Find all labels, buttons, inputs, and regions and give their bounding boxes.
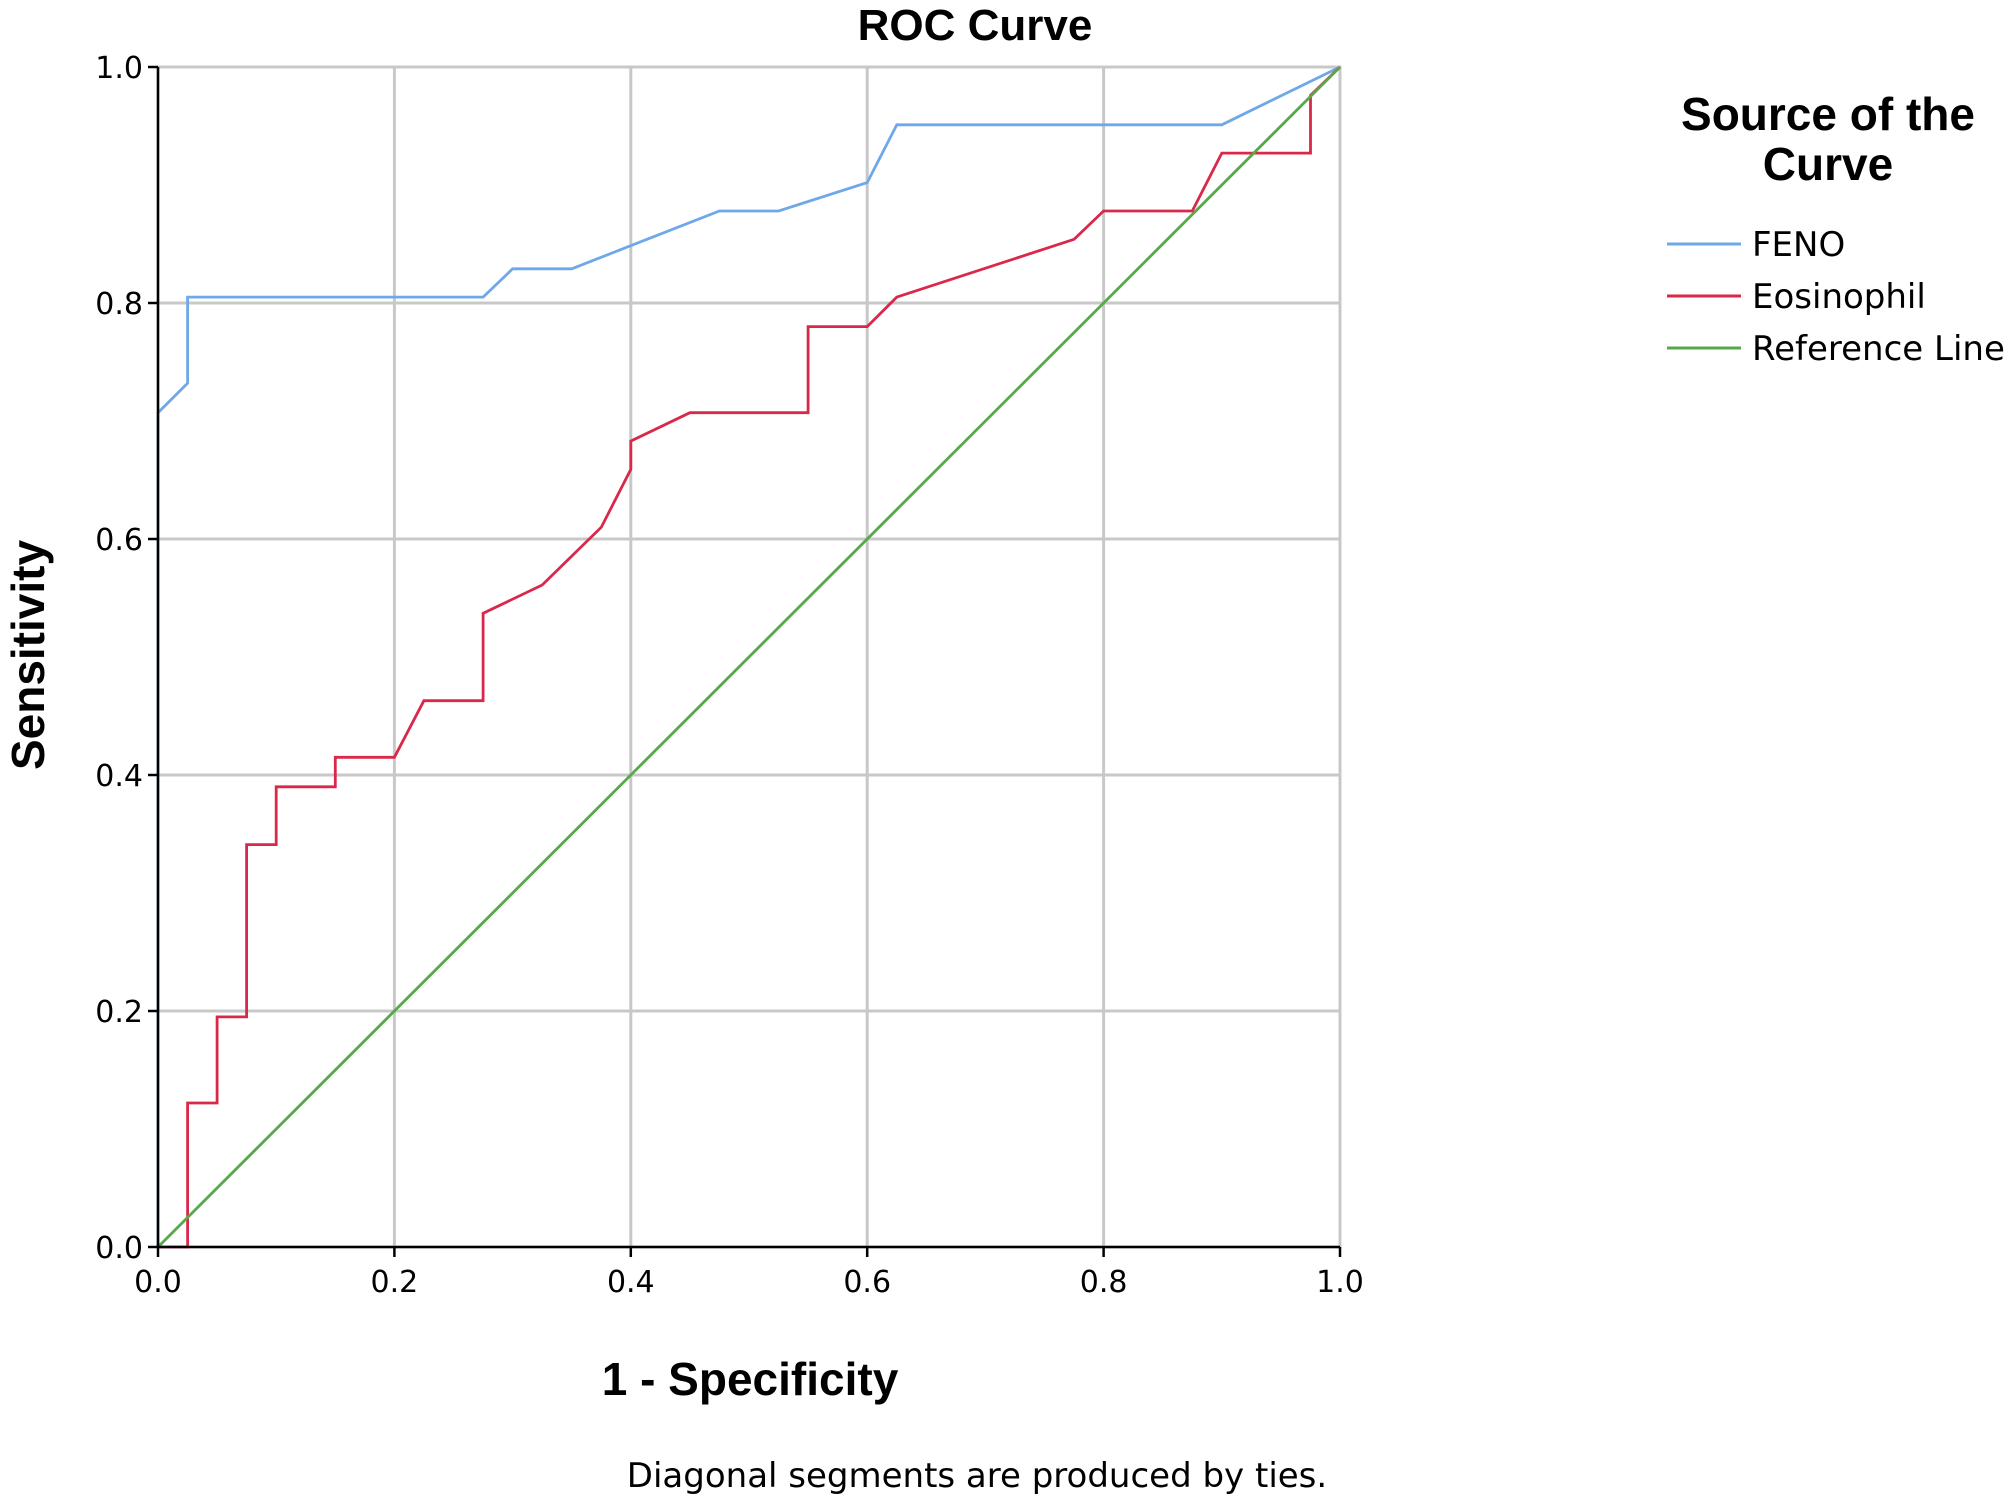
series-line-feno xyxy=(156,65,1341,1247)
x-tick-label-3: 0.6 xyxy=(843,1265,891,1300)
legend: Source of the Curve FENO Eosinophil Refere… xyxy=(1667,88,2005,369)
y-tick-label-2: 0.4 xyxy=(95,759,143,794)
x-tick-label-5: 1.0 xyxy=(1316,1265,1364,1300)
x-tick-label-2: 0.4 xyxy=(607,1265,655,1300)
y-tick-label-0: 0.0 xyxy=(95,1231,143,1266)
legend-label-reference-line: Reference Line xyxy=(1752,329,2005,369)
footnote: Diagonal segments are produced by ties. xyxy=(627,1456,1327,1496)
y-axis-ticks: 0.0 0.2 0.4 0.6 0.8 1.0 xyxy=(95,51,158,1266)
x-axis-title: 1 - Specificity xyxy=(602,1353,899,1405)
x-tick-label-1: 0.2 xyxy=(371,1265,419,1300)
series-line-eosinophil xyxy=(158,65,1341,1249)
y-tick-label-5: 1.0 xyxy=(95,51,143,86)
x-tick-label-4: 0.8 xyxy=(1080,1265,1128,1300)
chart-title: ROC Curve xyxy=(858,1,1093,50)
y-tick-label-1: 0.2 xyxy=(95,995,143,1030)
legend-title-line-1: Source of the xyxy=(1681,88,1975,140)
legend-label-eosinophil: Eosinophil xyxy=(1752,277,1926,317)
legend-title-line-2: Curve xyxy=(1763,138,1893,190)
series-group xyxy=(156,65,1341,1249)
x-tick-label-0: 0.0 xyxy=(134,1265,182,1300)
y-axis-title: Sensitivity xyxy=(2,540,54,771)
series-line-reference-line xyxy=(157,66,1341,1248)
y-tick-label-4: 0.8 xyxy=(95,287,143,322)
x-axis-ticks: 0.0 0.2 0.4 0.6 0.8 1.0 xyxy=(134,1247,1364,1300)
legend-entries: FENO Eosinophil Reference Line xyxy=(1667,225,2005,369)
y-tick-label-3: 0.6 xyxy=(95,523,143,558)
legend-label-feno: FENO xyxy=(1752,225,1845,265)
